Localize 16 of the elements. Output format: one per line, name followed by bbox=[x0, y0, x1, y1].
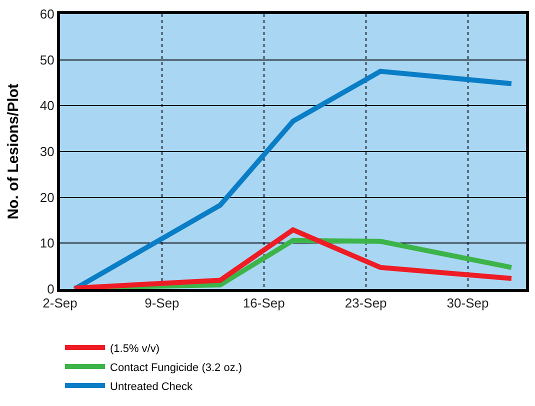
y-axis-title: No. of Lesions/Plot bbox=[5, 84, 22, 220]
legend-label: Untreated Check bbox=[110, 380, 194, 393]
x-tick-label: 16-Sep bbox=[242, 296, 285, 311]
legend-label: Contact Fungicide (3.2 oz.) bbox=[110, 362, 242, 374]
y-tick-label: 40 bbox=[40, 98, 54, 114]
y-tick-label: 10 bbox=[40, 236, 54, 251]
y-tick-label: 30 bbox=[40, 144, 54, 160]
y-tick-label: 20 bbox=[40, 190, 54, 205]
y-tick-label: 50 bbox=[40, 52, 54, 68]
y-tick-label: 60 bbox=[40, 6, 54, 22]
x-tick-label: 30-Sep bbox=[446, 296, 489, 311]
x-tick-label: 23-Sep bbox=[344, 296, 387, 311]
x-tick-label: 2-Sep bbox=[42, 296, 78, 311]
legend-label: (1.5% v/v) bbox=[110, 342, 160, 355]
x-tick-label: 9-Sep bbox=[144, 296, 180, 311]
y-tick-label: 0 bbox=[47, 282, 54, 297]
